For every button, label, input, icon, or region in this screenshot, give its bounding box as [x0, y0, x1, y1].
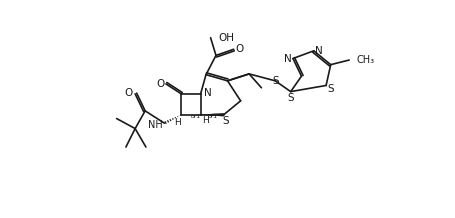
- Text: NH: NH: [148, 120, 162, 130]
- Text: or1: or1: [190, 114, 201, 119]
- Text: S: S: [222, 116, 228, 126]
- Text: N: N: [314, 46, 322, 56]
- Polygon shape: [200, 113, 223, 116]
- Text: O: O: [156, 79, 164, 89]
- Text: O: O: [235, 44, 243, 54]
- Text: N: N: [204, 88, 212, 98]
- Text: S: S: [327, 84, 334, 94]
- Text: or1: or1: [207, 114, 217, 119]
- Text: H: H: [202, 116, 209, 125]
- Text: S: S: [271, 76, 278, 86]
- Text: CH₃: CH₃: [356, 55, 374, 65]
- Text: S: S: [287, 93, 293, 103]
- Text: O: O: [125, 88, 133, 98]
- Text: N: N: [283, 53, 291, 63]
- Text: H: H: [174, 118, 181, 127]
- Text: OH: OH: [218, 33, 234, 43]
